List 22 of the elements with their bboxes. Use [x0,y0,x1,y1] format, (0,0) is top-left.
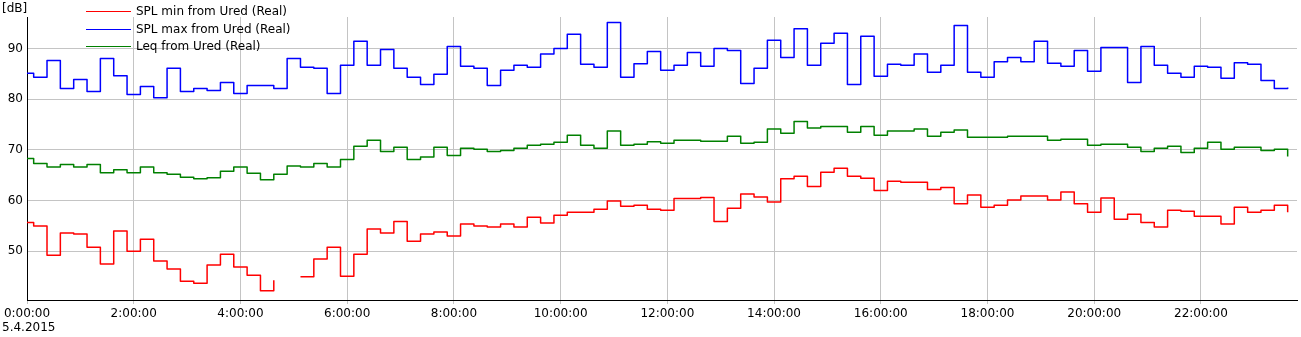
x-tick-label: 10:00:00 [533,306,588,321]
x-tick-label: 8:00:00 [430,306,478,321]
y-tick-label: 90 [7,40,23,55]
x-tick-label: 0:00:00 [3,306,51,321]
x-tick-label: 22:00:00 [1174,306,1228,321]
x-tick-label: 4:00:00 [217,306,264,321]
x-tick-label: 6:00:00 [324,306,371,321]
x-tick-label: 18:00:00 [960,306,1015,321]
x-tick-label: 2:00:00 [110,306,157,321]
x-tick-label: 20:00:00 [1067,306,1122,321]
text: 5.4.2015 [2,320,56,334]
x-tick-label: 14:00:00 [747,306,802,321]
legend-label: Leq from Ured (Real) [136,38,261,55]
y-tick-label: 80 [7,91,23,106]
x-tick-label: 16:00:00 [853,306,908,321]
x-tick-label: 12:00:00 [640,306,695,321]
y-tick-label: 70 [7,142,23,156]
y-axis-title: [dB] [2,1,28,15]
legend-label: SPL max from Ured (Real) [136,20,291,38]
y-tick-label: 50 [7,243,23,258]
legend-label: SPL min from Ured (Real) [136,3,288,20]
y-tick-label: 60 [7,192,23,207]
